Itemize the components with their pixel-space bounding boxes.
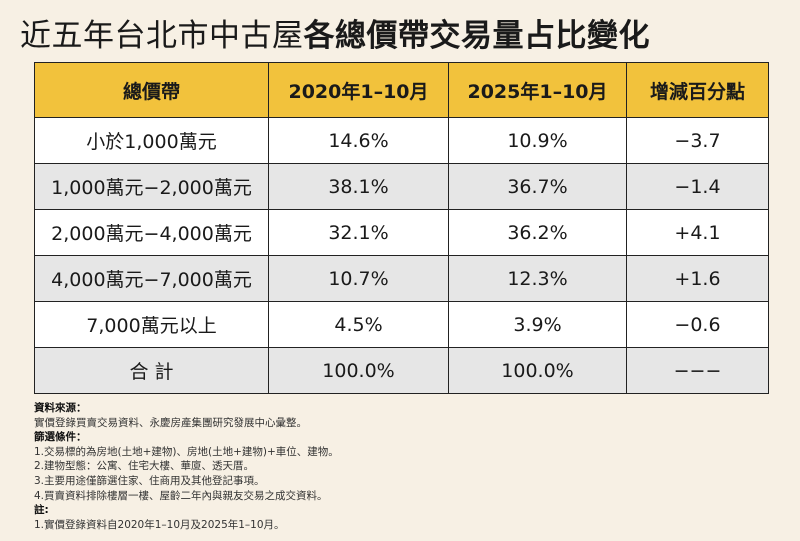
title-part-2: 各總價帶交易量占比變化 <box>303 18 650 54</box>
filter-item: 4.買賣資料排除樓層一樓、屋齡二年內與親友交易之成交資料。 <box>34 489 328 502</box>
header-change: 增減百分點 <box>626 62 769 118</box>
price-band-table: 總價帶 2020年1–10月 2025年1–10月 增減百分點 小於1,000萬… <box>34 62 769 394</box>
cell-change: −1.4 <box>626 163 769 210</box>
cell-change: +4.1 <box>626 209 769 256</box>
title-part-1: 近五年台北市中古屋 <box>20 18 304 54</box>
cell-2025: 36.7% <box>448 163 627 210</box>
cell-change: +1.6 <box>626 255 769 302</box>
cell-price-band: 小於1,000萬元 <box>34 117 269 164</box>
header-row: 總價帶 2020年1–10月 2025年1–10月 增減百分點 <box>34 62 769 118</box>
cell-2025: 36.2% <box>448 209 627 256</box>
chart-title: 近五年台北市中古屋各總價帶交易量占比變化 <box>20 10 650 55</box>
cell-change: −3.7 <box>626 117 769 164</box>
source-heading: 資料來源： <box>34 402 87 414</box>
cell-price-band: 2,000萬元−4,000萬元 <box>34 209 269 256</box>
note-heading: 註: <box>34 504 49 517</box>
table-row: 4,000萬元−7,000萬元 10.7% 12.3% +1.6 <box>34 255 769 302</box>
table-row: 2,000萬元−4,000萬元 32.1% 36.2% +4.1 <box>34 209 769 256</box>
filter-heading: 篩選條件： <box>34 431 87 444</box>
cell-price-band: 4,000萬元−7,000萬元 <box>34 255 269 302</box>
cell-2025: 3.9% <box>448 301 627 348</box>
source-text: 實價登錄買賣交易資料、永慶房產集團研究發展中心彙整。 <box>34 416 307 429</box>
cell-price-band: 1,000萬元−2,000萬元 <box>34 163 269 210</box>
header-price-band: 總價帶 <box>34 62 269 118</box>
cell-2025: 100.0% <box>448 347 627 394</box>
cell-2020: 100.0% <box>268 347 449 394</box>
filter-item: 2.建物型態：公寓、住宅大樓、華廈、透天厝。 <box>34 460 255 473</box>
header-2025: 2025年1–10月 <box>448 62 627 118</box>
table-row: 7,000萬元以上 4.5% 3.9% −0.6 <box>34 301 769 348</box>
footnotes: 資料來源： 實價登錄買賣交易資料、永慶房產集團研究發展中心彙整。 篩選條件： 1… <box>34 401 339 532</box>
cell-2020: 10.7% <box>268 255 449 302</box>
cell-2020: 14.6% <box>268 117 449 164</box>
header-2020: 2020年1–10月 <box>268 62 449 118</box>
table-row: 小於1,000萬元 14.6% 10.9% −3.7 <box>34 117 769 164</box>
cell-2020: 4.5% <box>268 301 449 348</box>
cell-change: −0.6 <box>626 301 769 348</box>
filter-item: 3.主要用途僅篩選住家、住商用及其他登記事項。 <box>34 474 265 487</box>
table-row-total: 合 計 100.0% 100.0% −−− <box>34 347 769 394</box>
cell-2025: 10.9% <box>448 117 627 164</box>
filter-item: 1.交易標的為房地(土地+建物)、房地(土地+建物)+車位、建物。 <box>34 445 339 458</box>
cell-2025: 12.3% <box>448 255 627 302</box>
cell-price-band: 7,000萬元以上 <box>34 301 269 348</box>
table-row: 1,000萬元−2,000萬元 38.1% 36.7% −1.4 <box>34 163 769 210</box>
note-item: 1.實價登錄資料自2020年1–10月及2025年1–10月。 <box>34 518 285 531</box>
cell-price-band: 合 計 <box>34 347 269 394</box>
cell-2020: 38.1% <box>268 163 449 210</box>
cell-2020: 32.1% <box>268 209 449 256</box>
cell-change: −−− <box>626 347 769 394</box>
